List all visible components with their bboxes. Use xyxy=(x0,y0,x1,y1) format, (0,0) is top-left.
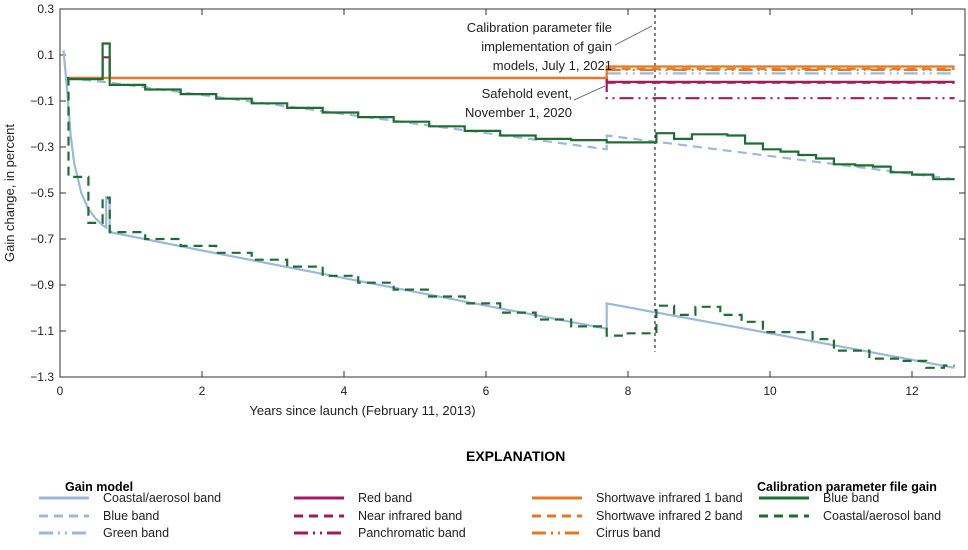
legend-swatch xyxy=(532,531,582,535)
y-tick-label: −1.3 xyxy=(30,370,54,384)
legend-swatch xyxy=(532,496,582,500)
y-tick-label: 0.3 xyxy=(37,2,54,16)
y-tick-label: −0.1 xyxy=(30,94,54,108)
legend-item: Shortwave infrared 1 band xyxy=(528,491,743,505)
legend-swatch xyxy=(759,496,809,500)
x-tick-label: 6 xyxy=(483,384,490,398)
y-tick-label: −0.3 xyxy=(30,140,54,154)
legend-item: Blue band xyxy=(35,509,159,523)
y-tick-label: −0.7 xyxy=(30,232,54,246)
legend-label: Blue band xyxy=(103,508,160,523)
annotation-cpf-text: Calibration parameter file xyxy=(467,20,612,35)
legend-label: Cirrus band xyxy=(596,526,661,540)
legend-swatch xyxy=(39,531,89,535)
legend-item: Near infrared band xyxy=(290,509,462,523)
legend-label: Panchromatic band xyxy=(358,526,466,540)
legend-swatch xyxy=(39,514,89,517)
legend-label: Blue band xyxy=(823,491,880,505)
legend-swatch xyxy=(759,514,809,517)
annotation-cpf-text: implementation of gain xyxy=(481,39,612,54)
annotation-cpf-text: models, July 1, 2021 xyxy=(493,58,612,73)
x-tick-label: 8 xyxy=(625,384,632,398)
y-tick-label: −0.9 xyxy=(30,278,54,292)
annotation-safehold-leader xyxy=(573,85,606,101)
legend-label: Shortwave infrared 1 band xyxy=(596,491,743,505)
x-axis-label: Years since launch (February 11, 2013) xyxy=(249,403,475,418)
legend-label: Near infrared band xyxy=(358,508,463,523)
legend-item: Blue band xyxy=(755,491,879,505)
legend-item: Coastal/aerosol band xyxy=(35,491,221,505)
series-line-shortwave-infrared-1-band xyxy=(67,65,955,80)
x-tick-label: 4 xyxy=(341,384,348,398)
legend-group-cpf: Calibration parameter file gain xyxy=(757,480,937,494)
x-tick-label: 0 xyxy=(57,384,64,398)
legend-item: Red band xyxy=(290,491,412,505)
legend-item: Panchromatic band xyxy=(290,526,466,540)
legend-group-gain-model: Gain model xyxy=(65,480,134,494)
plot-area: 0 2 4 6 8 10 12 0.3 0.1 −0.1 −0.3 −0.5 −0.7 −0.9 −1.1 −… xyxy=(2,2,966,418)
annotation-safehold-text: November 1, 2020 xyxy=(465,105,572,120)
series-line-blue-band xyxy=(67,42,955,181)
y-axis-label: Gain change, in percent xyxy=(2,124,17,262)
legend-swatch xyxy=(532,514,582,517)
series-line-blue-band xyxy=(66,76,955,181)
legend-label: Red band xyxy=(358,491,413,505)
y-tick-label: 0.1 xyxy=(37,48,54,62)
legend-label: Green band xyxy=(103,526,170,540)
legend-item: Green band xyxy=(35,526,169,540)
legend-item: Coastal/aerosol band xyxy=(755,509,941,523)
x-tick-label: 10 xyxy=(763,384,777,398)
legend-swatch xyxy=(294,496,344,500)
series-line-panchromatic-band xyxy=(605,78,955,100)
legend-swatch xyxy=(39,496,89,500)
x-tick-label: 2 xyxy=(199,384,206,398)
legend-label: Coastal/aerosol band xyxy=(823,508,942,523)
legend-title: EXPLANATION xyxy=(466,448,566,464)
legend-item: Cirrus band xyxy=(528,526,661,540)
legend-swatch xyxy=(294,531,344,535)
x-tick-label: 12 xyxy=(905,384,919,398)
y-tick-label: −0.5 xyxy=(30,186,54,200)
legend-item: Shortwave infrared 2 band xyxy=(528,509,743,523)
annotation-cpf-leader xyxy=(614,25,653,46)
annotation-safehold-text: Safehold event, xyxy=(482,86,572,101)
y-tick-label: −1.1 xyxy=(30,324,54,338)
series-line-coastal-aerosol-band xyxy=(67,76,955,369)
legend-swatch xyxy=(294,514,344,517)
legend-label: Coastal/aerosol band xyxy=(103,491,222,505)
legend-label: Shortwave infrared 2 band xyxy=(596,508,743,523)
